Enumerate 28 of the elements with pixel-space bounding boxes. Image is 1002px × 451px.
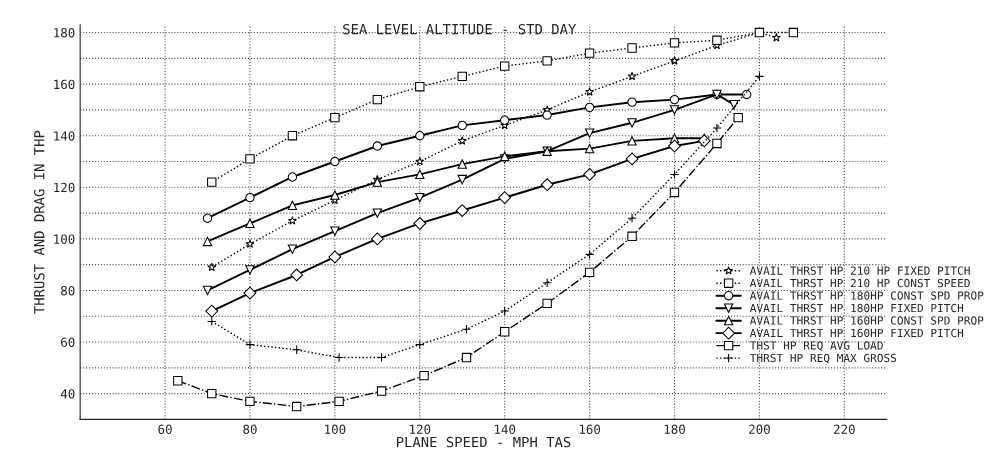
legend-label: THRST HP REQ MAX GROSS <box>749 353 897 364</box>
x-tick-label: 120 <box>410 424 431 435</box>
x-tick-label: 220 <box>833 424 855 435</box>
x-tick-label: 140 <box>494 424 516 435</box>
y-tick-label: 140 <box>54 131 75 141</box>
legend-label: AVAIL THRST HP 210 HP CONST SPEED <box>749 278 970 288</box>
x-tick-label: 160 <box>579 424 601 435</box>
x-tick-label: 200 <box>749 424 770 435</box>
y-tick-label: 160 <box>54 79 75 90</box>
legend-label: AVAIL THRST HP 160HP CONST SPD PROP <box>749 316 984 325</box>
legend-label: AVAIL THRST HP 160HP FIXED PITCH <box>749 328 964 338</box>
legend-label: AVAIL THRST HP 180HP FIXED PITCH <box>749 303 964 313</box>
y-tick-label: 180 <box>54 28 75 38</box>
y-tick-label: 60 <box>61 337 75 348</box>
y-tick-label: 40 <box>60 389 75 399</box>
legend-label: THST HP REQ AVG LOAD <box>749 341 883 351</box>
x-tick-label: 80 <box>243 424 257 435</box>
y-tick-label: 80 <box>61 285 75 296</box>
x-axis-title: PLANE SPEED - MPH TAS <box>397 436 571 448</box>
legend-label: AVAIL THRST HP 210 HP FIXED PITCH <box>749 266 970 275</box>
y-tick-label: 120 <box>54 182 75 193</box>
y-axis-title: THRUST AND DRAG IN THP <box>33 130 45 314</box>
y-tick-label: 100 <box>54 234 75 244</box>
x-tick-label: 60 <box>158 424 172 435</box>
chart-title: SEA LEVEL ALTITUDE - STD DAY <box>343 23 577 35</box>
x-tick-label: 180 <box>664 424 685 435</box>
x-tick-label: 100 <box>325 424 346 435</box>
legend-label: AVAIL THRST HP 180HP CONST SPD PROP <box>749 291 984 300</box>
